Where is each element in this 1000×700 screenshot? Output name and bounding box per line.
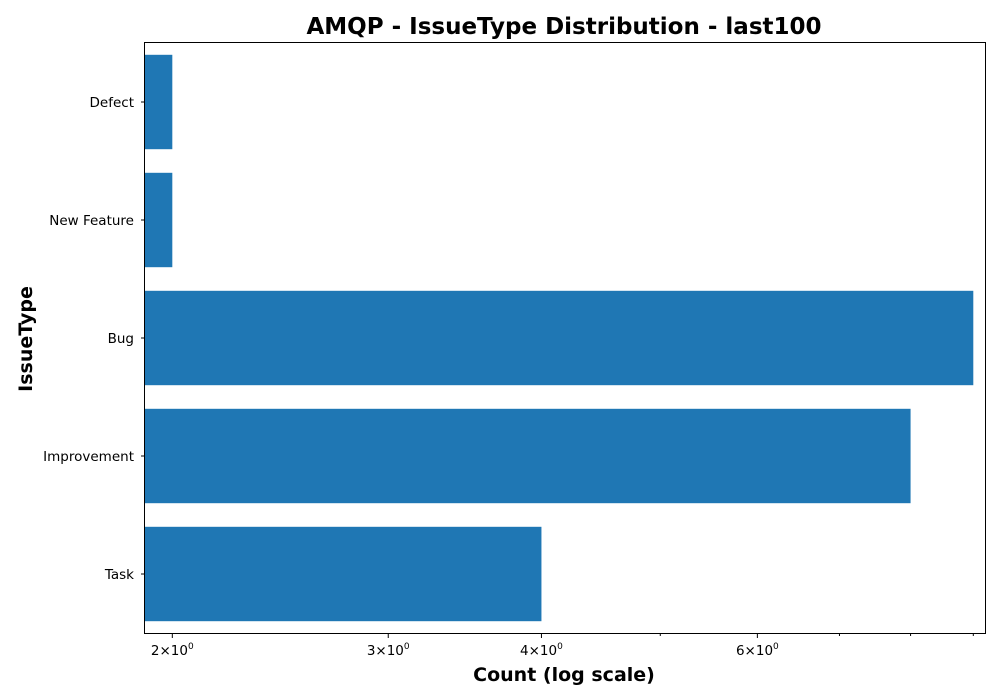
x-tick-label-4: 4×100 bbox=[520, 642, 563, 659]
x-tick-label-6: 6×100 bbox=[736, 642, 779, 659]
y-tick-label-bug: Bug bbox=[108, 331, 134, 347]
y-tick-label-new-feature: New Feature bbox=[49, 213, 134, 229]
y-tick-label-defect: Defect bbox=[90, 95, 134, 111]
bar-new-feature bbox=[145, 172, 173, 268]
x-tick-label-3: 3×100 bbox=[367, 642, 410, 659]
plot-frame bbox=[144, 42, 986, 634]
bar-defect bbox=[145, 54, 173, 150]
y-axis-label: IssueType bbox=[15, 286, 37, 392]
y-tick-label-task: Task bbox=[104, 567, 134, 583]
bars-group bbox=[145, 54, 974, 622]
chart-title: AMQP - IssueType Distribution - last100 bbox=[306, 14, 821, 40]
bar-task bbox=[145, 526, 542, 622]
y-axis-ticks: Task Improvement Bug New Feature Defect bbox=[43, 95, 145, 583]
bar-bug bbox=[145, 290, 974, 386]
x-axis-ticks: 2×100 3×100 4×100 6×100 bbox=[151, 633, 974, 659]
x-axis-label: Count (log scale) bbox=[473, 664, 655, 686]
bar-improvement bbox=[145, 408, 911, 504]
x-tick-label-2: 2×100 bbox=[151, 642, 194, 659]
y-tick-label-improvement: Improvement bbox=[43, 449, 134, 465]
